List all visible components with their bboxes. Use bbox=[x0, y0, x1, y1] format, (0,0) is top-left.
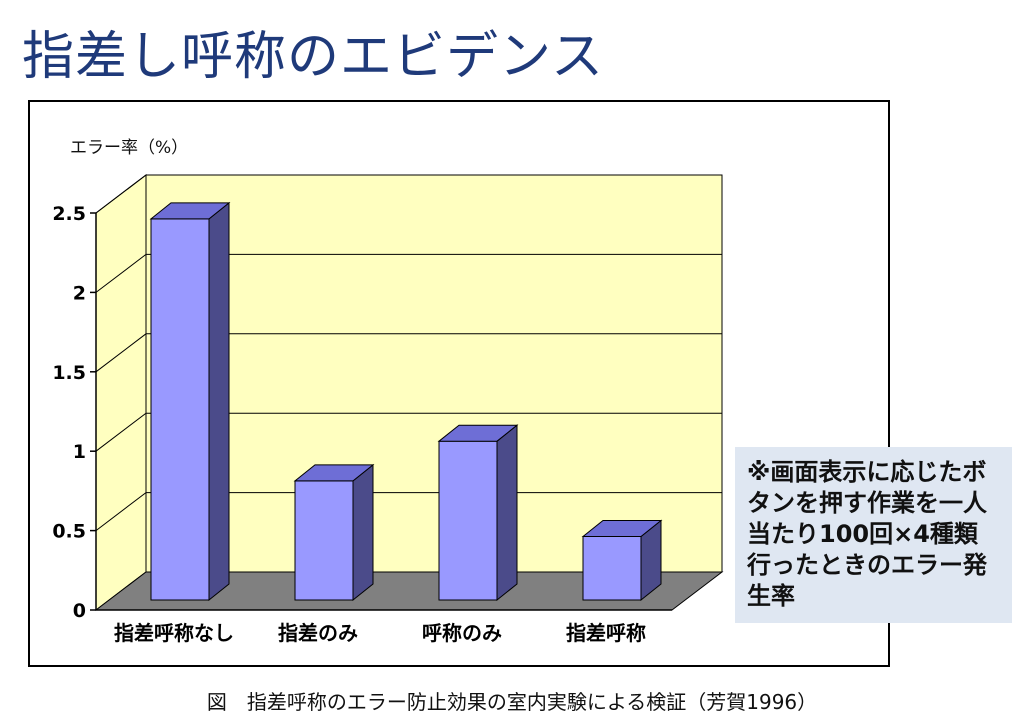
gridline bbox=[95, 253, 722, 293]
bar bbox=[294, 480, 354, 601]
note-text: ※画面表示に応じたボタンを押す作業を一人当たり100回×4種類行ったときのエラー… bbox=[747, 458, 987, 610]
side-wall bbox=[95, 173, 147, 612]
bar-top bbox=[581, 519, 663, 537]
gridline bbox=[95, 333, 722, 373]
bar-side bbox=[496, 424, 518, 602]
y-tick-label: 0.5 bbox=[52, 521, 86, 543]
y-tick-label: 1.5 bbox=[52, 362, 86, 384]
x-tick-label: 呼称のみ bbox=[422, 621, 502, 645]
figure-caption: 図 指差呼称のエラー防止効果の室内実験による検証（芳賀1996） bbox=[206, 690, 818, 714]
bar-top bbox=[149, 202, 231, 220]
page-title: 指差し呼称のエビデンス bbox=[22, 27, 604, 87]
x-tick-label: 指差のみ bbox=[278, 621, 358, 645]
back-wall bbox=[145, 174, 723, 573]
bar-top bbox=[437, 424, 519, 442]
gridline bbox=[95, 412, 722, 452]
x-tick-label: 指差呼称なし bbox=[114, 621, 234, 645]
gridline bbox=[95, 492, 722, 531]
bar-top bbox=[293, 464, 375, 482]
bar bbox=[150, 218, 210, 601]
bar-side bbox=[352, 463, 374, 602]
y-tick-label: 0 bbox=[73, 600, 86, 622]
bar bbox=[438, 440, 498, 601]
bar bbox=[582, 535, 642, 601]
bar-side bbox=[208, 201, 230, 602]
y-tick-label: 2.5 bbox=[52, 203, 86, 225]
x-tick-label: 指差呼称 bbox=[566, 621, 646, 645]
y-tick-label: 1 bbox=[73, 441, 86, 463]
y-tick-label: 2 bbox=[73, 282, 86, 304]
gridline bbox=[95, 174, 722, 214]
y-axis-title: エラー率（%） bbox=[70, 138, 189, 158]
note-box: ※画面表示に応じたボタンを押す作業を一人当たり100回×4種類行ったときのエラー… bbox=[735, 447, 1012, 623]
